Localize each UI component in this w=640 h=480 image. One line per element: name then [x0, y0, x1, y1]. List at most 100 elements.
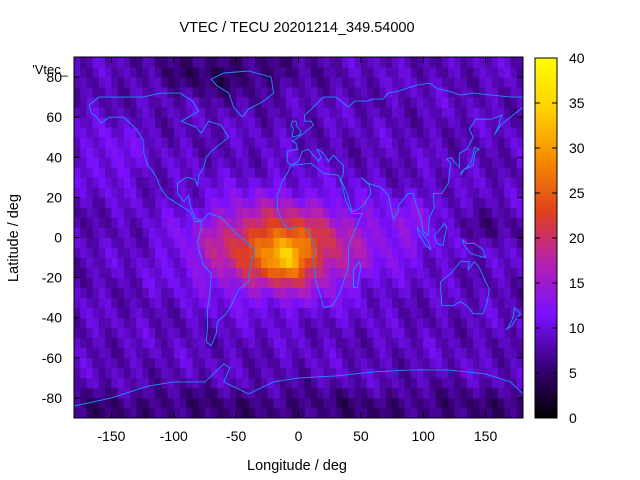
heatmap-cell [286, 107, 293, 118]
heatmap-cell [310, 237, 318, 248]
heatmap-cell [310, 357, 318, 369]
heatmap-cell [98, 67, 106, 78]
heatmap-cell [485, 137, 493, 148]
heatmap-cell [74, 397, 81, 409]
heatmap-cell [410, 327, 418, 339]
heatmap-cell [105, 377, 112, 389]
heatmap-cell [354, 67, 362, 78]
heatmap-cell [354, 77, 362, 88]
heatmap-cell [86, 297, 94, 309]
heatmap-cell [105, 387, 112, 399]
heatmap-cell [479, 177, 486, 188]
heatmap-cell [261, 287, 268, 299]
heatmap-cell [111, 187, 119, 198]
heatmap-cell [516, 247, 524, 258]
heatmap-cell [223, 167, 231, 178]
heatmap-cell [498, 87, 505, 98]
heatmap-cell [242, 357, 250, 369]
heatmap-cell [404, 147, 412, 158]
heatmap-cell [298, 167, 306, 178]
heatmap-cell [286, 147, 293, 158]
heatmap-cell [117, 317, 125, 329]
heatmap-cell [367, 227, 374, 238]
heatmap-cell [329, 307, 337, 319]
heatmap-cell [423, 187, 430, 198]
heatmap-cell [498, 57, 505, 68]
colorbar-tick-label: 35 [569, 95, 585, 111]
heatmap-cell [398, 67, 405, 78]
heatmap-cell [435, 347, 443, 359]
heatmap-cell [248, 107, 256, 118]
heatmap-cell [92, 287, 100, 299]
heatmap-cell [329, 367, 337, 379]
heatmap-cell [167, 217, 175, 228]
heatmap-cell [392, 57, 399, 68]
heatmap-cell [242, 67, 250, 78]
heatmap-cell [254, 367, 262, 379]
heatmap-cell [74, 107, 81, 118]
heatmap-cell [448, 147, 455, 158]
heatmap-cell [354, 97, 362, 108]
heatmap-cell [148, 377, 156, 389]
heatmap-cell [510, 387, 518, 399]
heatmap-cell [223, 357, 231, 369]
heatmap-cell [173, 177, 181, 188]
heatmap-cell [136, 247, 143, 258]
heatmap-cell [142, 57, 150, 68]
heatmap-cell [211, 307, 218, 319]
heatmap-cell [491, 187, 499, 198]
heatmap-cell [74, 97, 81, 108]
heatmap-cell [130, 367, 137, 379]
heatmap-cell [236, 87, 243, 98]
heatmap-cell [286, 197, 293, 208]
heatmap-cell [117, 187, 125, 198]
heatmap-cell [229, 287, 237, 299]
heatmap-cell [148, 257, 156, 268]
heatmap-cell [435, 157, 443, 168]
heatmap-cell [423, 387, 430, 399]
colorbar-tick-label: 10 [569, 320, 585, 336]
heatmap-cell [454, 77, 462, 88]
heatmap-cell [248, 207, 256, 218]
heatmap-cell [379, 207, 387, 218]
heatmap-cell [292, 387, 299, 399]
heatmap-cell [460, 297, 468, 309]
heatmap-cell [460, 287, 468, 299]
heatmap-cell [379, 117, 387, 128]
heatmap-cell [279, 287, 287, 299]
heatmap-cell [473, 377, 480, 389]
heatmap-cell [142, 67, 150, 78]
heatmap-cell [161, 67, 168, 78]
heatmap-cell [292, 307, 299, 319]
heatmap-cell [292, 337, 299, 349]
heatmap-cell [298, 327, 306, 339]
heatmap-cell [254, 377, 262, 389]
heatmap-cell [223, 297, 231, 309]
heatmap-cell [192, 127, 200, 138]
heatmap-cell [379, 397, 387, 409]
heatmap-cell [267, 217, 274, 228]
heatmap-cell [416, 167, 424, 178]
heatmap-cell [142, 257, 150, 268]
heatmap-cell [423, 287, 430, 299]
heatmap-cell [223, 267, 231, 279]
heatmap-cell [429, 227, 437, 238]
heatmap-cell [192, 167, 200, 178]
heatmap-cell [304, 147, 312, 158]
heatmap-cell [516, 257, 524, 268]
heatmap-cell [98, 217, 106, 228]
heatmap-cell [173, 387, 181, 399]
heatmap-cell [192, 327, 200, 339]
heatmap-cell [248, 287, 256, 299]
heatmap-cell [229, 257, 237, 268]
heatmap-cell [342, 237, 349, 248]
heatmap-cell [86, 167, 94, 178]
heatmap-cell [435, 197, 443, 208]
heatmap-cell [186, 317, 193, 329]
heatmap-cell [148, 387, 156, 399]
heatmap-cell [148, 287, 156, 299]
heatmap-cell [211, 97, 218, 108]
heatmap-cell [273, 287, 281, 299]
heatmap-cell [148, 217, 156, 228]
heatmap-cell [292, 407, 299, 419]
